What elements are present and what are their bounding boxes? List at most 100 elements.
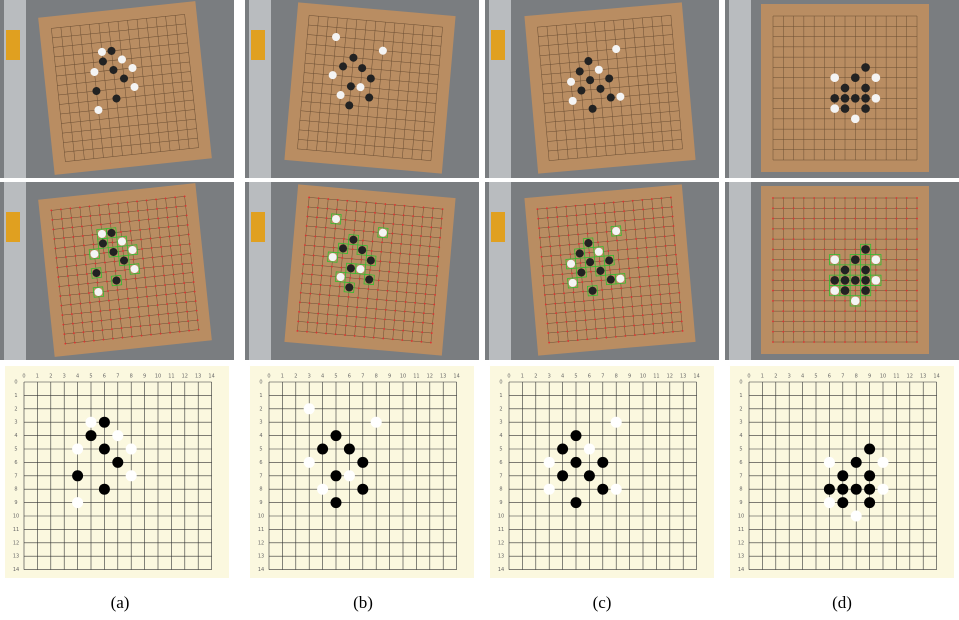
detected-point [906,310,908,312]
rail [4,182,26,360]
axis-label: 11 [893,374,899,380]
axis-label: 1 [36,374,39,380]
detected-point [854,249,856,251]
detected-point [803,269,805,271]
detected-point [772,238,774,240]
detected-point [885,259,887,261]
detected-point [782,331,784,333]
detected-point [824,207,826,209]
axis-label: 0 [499,380,502,386]
axis-label: 3 [259,420,262,426]
stone [851,511,862,522]
detected-point [772,331,774,333]
detected-point [813,218,815,220]
detected-point [824,197,826,199]
stone [851,276,860,285]
detected-point [885,310,887,312]
stone [597,457,608,468]
detected-point [844,197,846,199]
detected-point [885,321,887,323]
stone [72,497,83,508]
detected-point [906,331,908,333]
detected-point [813,238,815,240]
caption: (a) [111,593,130,612]
stone [861,63,870,72]
axis-label: 3 [739,420,742,426]
detected-point [782,238,784,240]
axis-label: 9 [259,500,262,506]
caption: (c) [593,593,612,612]
stone [72,444,83,455]
robot-arm [6,30,20,60]
stone [597,484,608,495]
detected-point [854,228,856,230]
detected-point [782,290,784,292]
photo [245,0,479,178]
axis-label: 13 [498,554,504,560]
board-background [250,366,474,578]
detected-point [854,331,856,333]
detected-point [782,259,784,261]
detected-point [896,290,898,292]
detected-point [875,321,877,323]
stone [357,484,368,495]
axis-label: 8 [130,374,133,380]
axis-label: 3 [63,374,66,380]
axis-label: 0 [267,374,270,380]
axis-label: 10 [738,514,744,520]
axis-label: 12 [427,374,433,380]
detected-point [896,269,898,271]
board-background [490,366,714,578]
board-photo [38,183,212,357]
axis-label: 3 [499,420,502,426]
rail [489,0,511,178]
detected-point [813,207,815,209]
stone [864,484,875,495]
axis-label: 6 [828,374,831,380]
detected-point [896,249,898,251]
detected-point [854,321,856,323]
detected-point [916,279,918,281]
detected-point [803,321,805,323]
axis-label: 2 [259,406,262,412]
axis-label: 1 [499,393,502,399]
detected-point [813,269,815,271]
detected-point [865,228,867,230]
detected-point [793,197,795,199]
detected-point [896,259,898,261]
axis-label: 7 [14,473,17,479]
axis-label: 12 [907,374,913,380]
detected-point [906,300,908,302]
detected-point [896,279,898,281]
stone [611,484,622,495]
axis-label: 11 [13,527,19,533]
detected-point [896,310,898,312]
detected-point [813,321,815,323]
axis-label: 12 [182,374,188,380]
axis-label: 10 [258,514,264,520]
detected-point [865,218,867,220]
axis-label: 7 [601,374,604,380]
photo [0,182,234,360]
detected-point [844,207,846,209]
axis-label: 4 [259,433,262,439]
detected-point [844,228,846,230]
stone [851,255,860,264]
stone [830,255,839,264]
detected-point [916,228,918,230]
detected-point [896,228,898,230]
detected-point [854,341,856,343]
detected-point [793,207,795,209]
axis-label: 11 [738,527,744,533]
stone [99,417,110,428]
axis-label: 13 [195,374,201,380]
detected-point [906,279,908,281]
stone [331,470,342,481]
axis-label: 13 [738,554,744,560]
axis-label: 1 [521,374,524,380]
detected-point [834,269,836,271]
detected-point [772,197,774,199]
caption: (d) [832,593,852,612]
axis-label: 7 [259,473,262,479]
detected-point [772,310,774,312]
